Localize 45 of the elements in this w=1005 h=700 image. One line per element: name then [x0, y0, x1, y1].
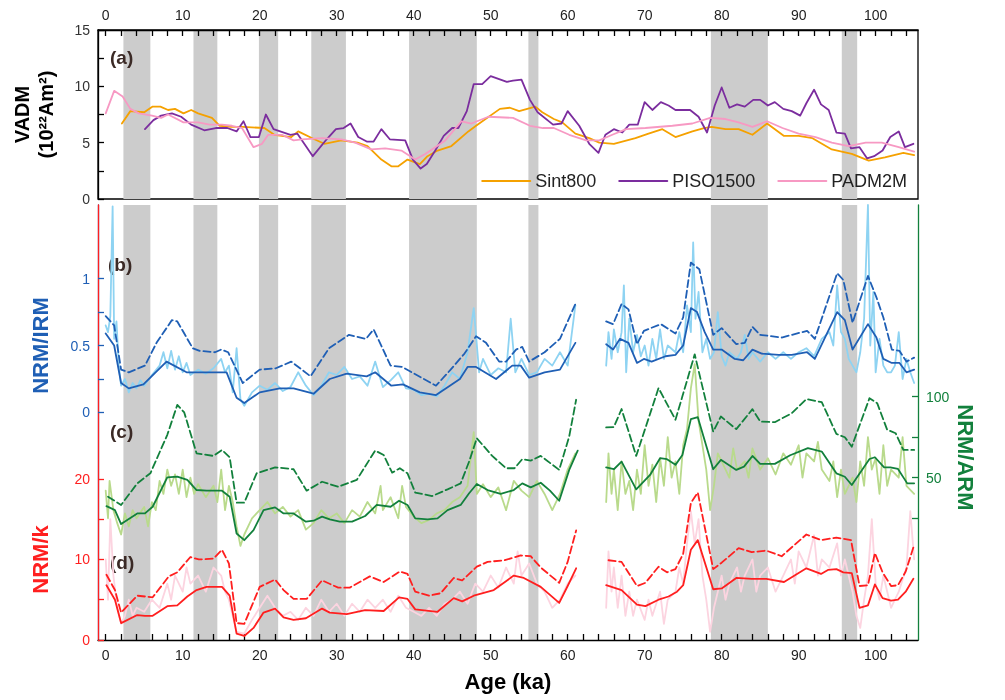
x-tick-label: 20	[251, 7, 268, 23]
x-tick-label: 80	[713, 7, 730, 23]
x-tick-label: 20	[251, 647, 268, 663]
x-tick-label: 70	[636, 7, 653, 23]
annotation: (c)	[110, 421, 134, 442]
x-tick-label: 100	[863, 7, 888, 23]
x-tick-label: 0	[101, 647, 110, 663]
y-tick-label: 0	[82, 404, 91, 421]
y2-axis-title: NRM/ARM	[952, 404, 978, 511]
x-tick-label: 100	[863, 647, 888, 663]
legend-label: Sint800	[535, 171, 597, 191]
y-tick-label: 15	[74, 22, 91, 38]
x-tick-label: 50	[482, 647, 499, 663]
legend-label: PADM2M	[831, 171, 908, 191]
x-tick-label: 90	[790, 647, 807, 663]
y3-axis-title: NRM/k	[27, 524, 53, 594]
line-series	[104, 89, 916, 161]
y-tick-label: 1	[82, 270, 91, 287]
y-tick-label: 10	[74, 78, 91, 95]
x-axis-title: Age (ka)	[464, 668, 552, 694]
annotation: (a)	[110, 47, 134, 68]
y2-tick-label: 100	[926, 388, 950, 405]
line-series	[144, 75, 915, 170]
x-tick-label: 40	[405, 647, 422, 663]
x-tick-label: 50	[482, 7, 499, 23]
line-series	[120, 105, 916, 168]
legend-label: PISO1500	[672, 171, 756, 191]
x-tick-label: 30	[328, 647, 345, 663]
x-tick-label: 10	[174, 7, 191, 23]
x-tick-label: 90	[790, 7, 807, 23]
y-tick-label: 0	[82, 191, 91, 207]
y-tick-label: 5	[82, 134, 91, 151]
y-axis-title: NRM/IRM	[27, 297, 53, 394]
x-tick-label: 10	[174, 647, 191, 663]
y-tick-label: 0.5	[70, 337, 91, 354]
x-tick-label: 60	[559, 7, 576, 23]
x-tick-label: 80	[713, 647, 730, 663]
x-tick-label: 70	[636, 647, 653, 663]
x-tick-label: 60	[559, 647, 576, 663]
y3-tick-label: 20	[74, 470, 91, 487]
x-tick-label: 30	[328, 7, 345, 23]
x-tick-label: 40	[405, 7, 422, 23]
y-axis-title: VADM (10²²Am²)	[11, 70, 57, 159]
x-tick-label: 0	[101, 7, 110, 23]
y2-tick-label: 50	[926, 469, 942, 486]
